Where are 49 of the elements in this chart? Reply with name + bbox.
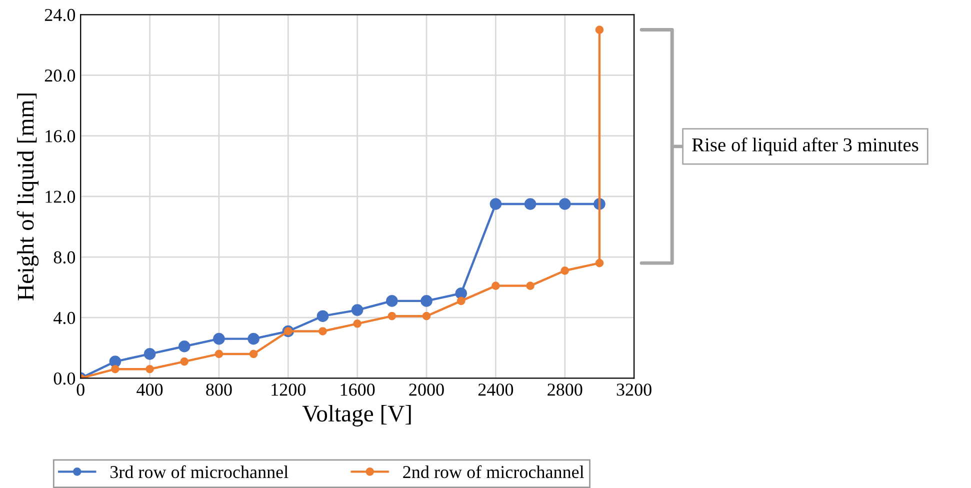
- point: [595, 26, 604, 34]
- y-tick-label: 24.0: [44, 8, 76, 22]
- x-tick-label: 1600: [340, 384, 375, 396]
- x-tick-label: 800: [206, 384, 232, 396]
- x-tick-label: 3200: [616, 384, 652, 396]
- point: [109, 356, 122, 368]
- point: [558, 198, 571, 210]
- point: [353, 320, 362, 328]
- x-tick-label: 2400: [478, 384, 514, 396]
- y-tick-label: 12.0: [46, 190, 76, 203]
- legend-label: 2nd row of microchannel: [403, 465, 584, 478]
- point: [351, 304, 364, 316]
- point: [456, 296, 466, 306]
- point: [144, 348, 156, 360]
- point: [318, 327, 327, 336]
- y-axis-title: Height of liquid [mm]: [16, 94, 39, 300]
- point: [214, 350, 224, 358]
- point: [595, 258, 604, 268]
- x-axis-title: Voltage [V]: [302, 404, 411, 426]
- y-tick-label: 0.0: [54, 372, 76, 385]
- point: [492, 282, 500, 290]
- y-tick-label: 20.0: [44, 69, 76, 82]
- point: [560, 266, 570, 275]
- point: [526, 282, 534, 290]
- legend-label: 3rd row of microchannel: [110, 465, 288, 478]
- point: [248, 332, 260, 345]
- point: [111, 364, 120, 374]
- x-tick-label: 400: [136, 384, 163, 396]
- point: [455, 287, 468, 300]
- point: [146, 364, 154, 374]
- y-tick-label: 4.0: [54, 312, 76, 324]
- x-tick-label: 0: [76, 384, 84, 396]
- text: Rise of liquid after 3 minutes: [692, 138, 918, 156]
- point: [180, 357, 189, 366]
- y-tick-label: 16.0: [46, 130, 76, 142]
- point: [316, 310, 329, 322]
- point: [524, 198, 536, 210]
- point: [388, 312, 396, 320]
- point: [422, 312, 431, 320]
- point: [490, 198, 502, 210]
- point: [213, 332, 225, 345]
- x-tick-label: 2000: [409, 384, 444, 396]
- point: [178, 340, 190, 352]
- x-tick-label: 2800: [548, 384, 582, 396]
- x-tick-label: 1200: [272, 384, 306, 396]
- point: [420, 295, 432, 307]
- y-tick-label: 8.0: [54, 251, 76, 264]
- point: [249, 350, 258, 358]
- point: [386, 295, 398, 307]
